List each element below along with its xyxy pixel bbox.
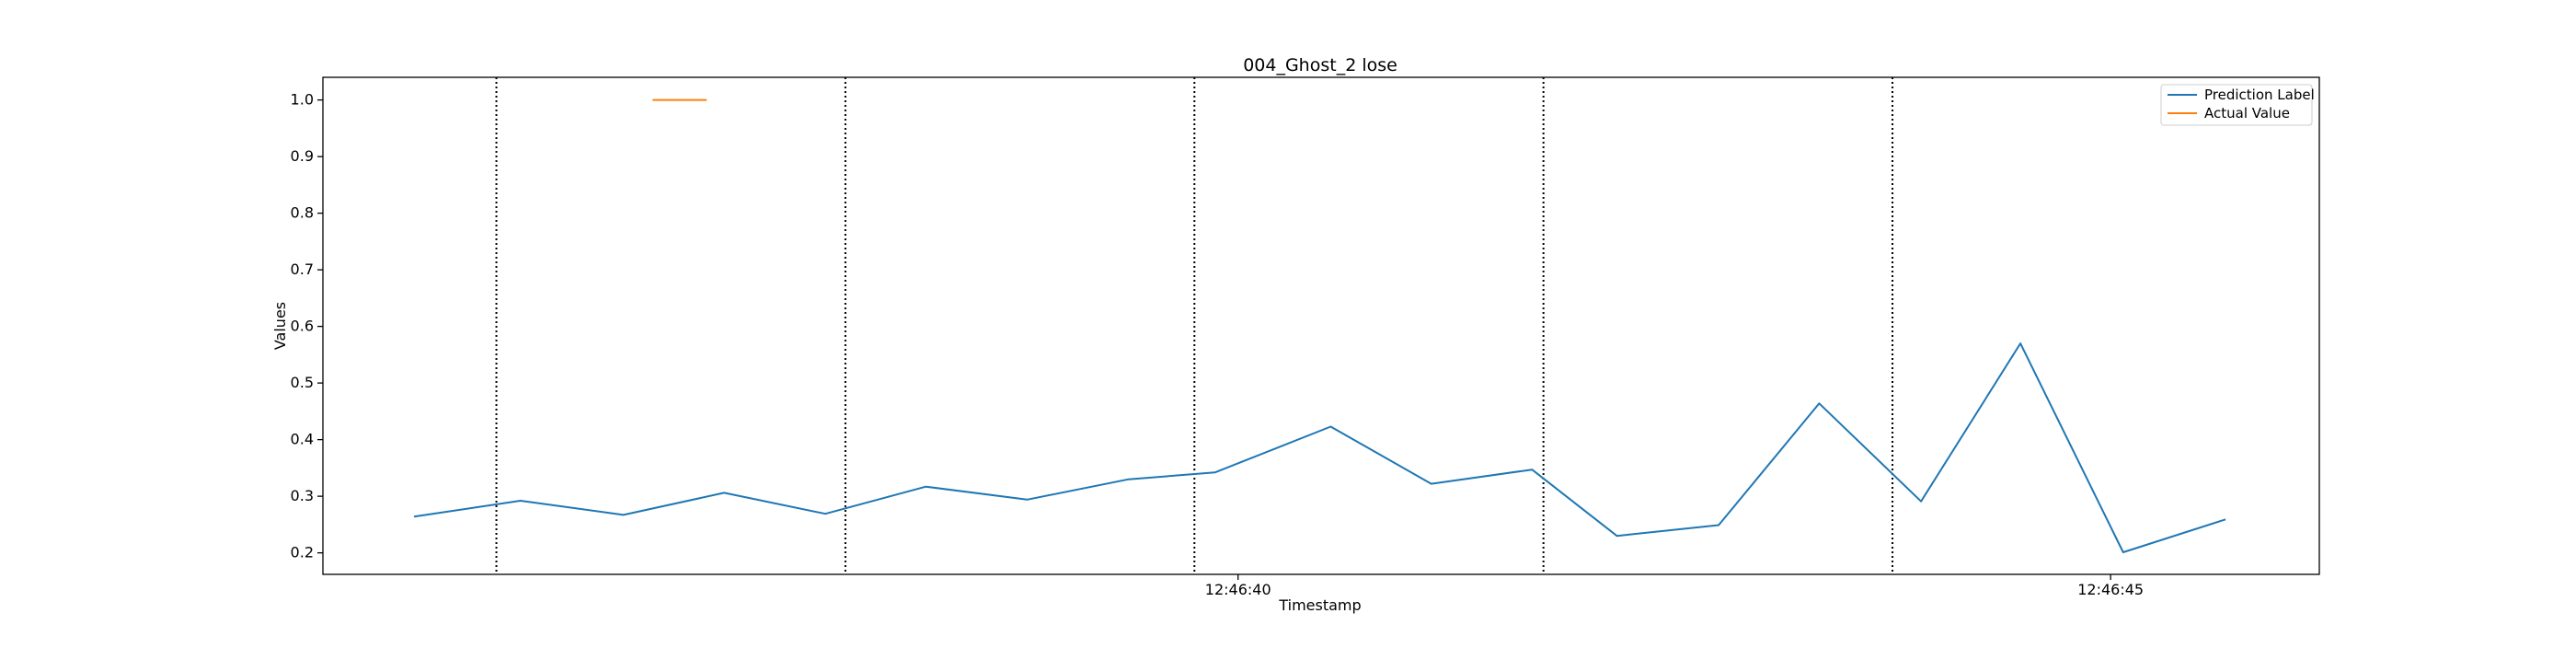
- y-tick-label-5: 0.7: [291, 260, 314, 278]
- legend-frame: [2160, 84, 2313, 126]
- chart-title: 004_Ghost_2 lose: [1243, 55, 1397, 75]
- x-tick-label-0: 12:46:40: [1205, 581, 1271, 598]
- series-lines: [413, 98, 2226, 553]
- y-axis-label: Values: [271, 302, 289, 350]
- y-axis: 0.2 0.3 0.4 0.5 0.6 0.7 0.8 0.9 1.0: [291, 91, 323, 561]
- y-tick-label-1: 0.3: [291, 487, 314, 504]
- y-tick-label-0: 0.2: [291, 544, 314, 561]
- y-tick-label-7: 0.9: [291, 147, 314, 165]
- x-axis-label: Timestamp: [1278, 596, 1361, 614]
- vertical-markers: [495, 77, 1894, 574]
- y-tick-label-8: 1.0: [291, 91, 314, 109]
- y-tick-label-2: 0.4: [291, 431, 314, 448]
- legend-label-prediction: Prediction Label: [2204, 87, 2315, 103]
- legend: Prediction Label Actual Value: [2160, 84, 2315, 126]
- y-tick-label-6: 0.8: [291, 204, 314, 222]
- legend-label-actual: Actual Value: [2204, 105, 2290, 122]
- x-axis: 12:46:40 12:46:45: [1205, 574, 2144, 598]
- x-tick-label-1: 12:46:45: [2077, 581, 2144, 598]
- series-line-0: [413, 342, 2226, 553]
- y-tick-label-4: 0.6: [291, 318, 314, 335]
- plot-area: [322, 76, 2320, 575]
- y-tick-label-3: 0.5: [291, 374, 314, 391]
